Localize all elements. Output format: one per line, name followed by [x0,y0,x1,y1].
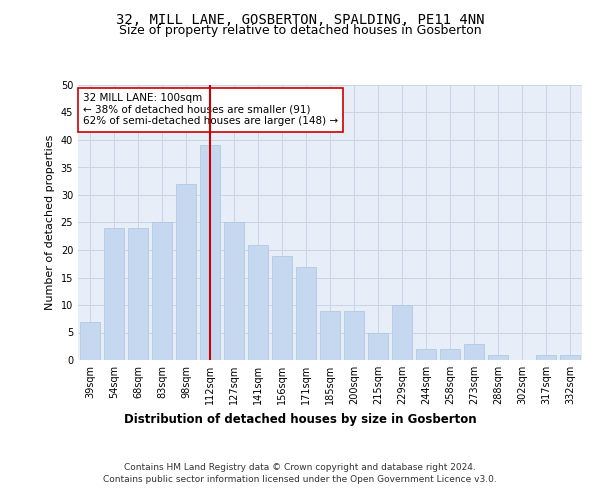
Bar [152,222,172,360]
Bar [344,310,364,360]
Text: 32, MILL LANE, GOSBERTON, SPALDING, PE11 4NN: 32, MILL LANE, GOSBERTON, SPALDING, PE11… [116,12,484,26]
Bar [104,228,124,360]
Bar [296,266,316,360]
Text: 32 MILL LANE: 100sqm
← 38% of detached houses are smaller (91)
62% of semi-detac: 32 MILL LANE: 100sqm ← 38% of detached h… [83,93,338,126]
Bar [488,354,508,360]
Bar [248,244,268,360]
Bar [464,344,484,360]
Bar [416,349,436,360]
Bar [320,310,340,360]
Bar [560,354,580,360]
Bar [176,184,196,360]
Text: Contains HM Land Registry data © Crown copyright and database right 2024.: Contains HM Land Registry data © Crown c… [124,462,476,471]
Bar [224,222,244,360]
Bar [272,256,292,360]
Text: Size of property relative to detached houses in Gosberton: Size of property relative to detached ho… [119,24,481,37]
Bar [440,349,460,360]
Y-axis label: Number of detached properties: Number of detached properties [45,135,55,310]
Bar [368,332,388,360]
Bar [536,354,556,360]
Bar [392,305,412,360]
Text: Contains public sector information licensed under the Open Government Licence v3: Contains public sector information licen… [103,475,497,484]
Text: Distribution of detached houses by size in Gosberton: Distribution of detached houses by size … [124,412,476,426]
Bar [200,146,220,360]
Bar [80,322,100,360]
Bar [128,228,148,360]
